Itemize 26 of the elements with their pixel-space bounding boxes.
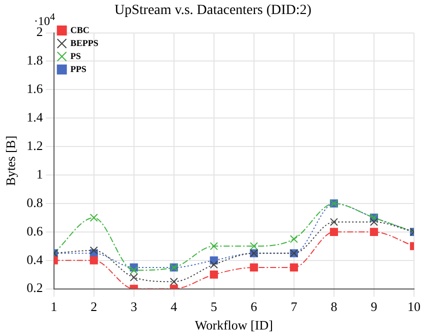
x-tick-label: 8 [330,299,338,314]
legend-label: PS [70,50,81,61]
y-tick-label: 1.2 [26,138,43,153]
legend-label: PPS [70,64,86,74]
y-tick-label: 0.4 [26,252,44,267]
y-tick-label: 0.2 [26,280,43,296]
legend-label: CBC [70,24,90,35]
y-tick-label: 0.8 [26,194,43,210]
x-tick-label: 6 [250,299,258,314]
y-tick-label: 1 [36,166,43,182]
x-axis-title: Workflow [ID] [194,318,273,333]
x-tick-label: 7 [290,299,298,314]
x-tick-label: 5 [210,299,218,314]
y-tick-label: 1.8 [26,52,43,68]
x-tick-label: 9 [370,299,378,314]
x-tick-label: 1 [50,299,58,314]
x-tick-label: 10 [408,299,420,314]
x-tick-label: 2 [90,299,98,314]
y-tick-label: 0.6 [26,223,44,238]
chart-title: UpStream v.s. Datacenters (DID:2) [114,3,312,18]
y-tick-label: 1.4 [26,110,44,125]
x-tick-label: 4 [170,299,178,314]
y-axis-title: Bytes [B] [3,136,18,186]
y-tick-label: 1.6 [26,81,44,96]
legend-label: BEPPS [70,38,98,48]
x-tick-label: 3 [130,299,138,314]
